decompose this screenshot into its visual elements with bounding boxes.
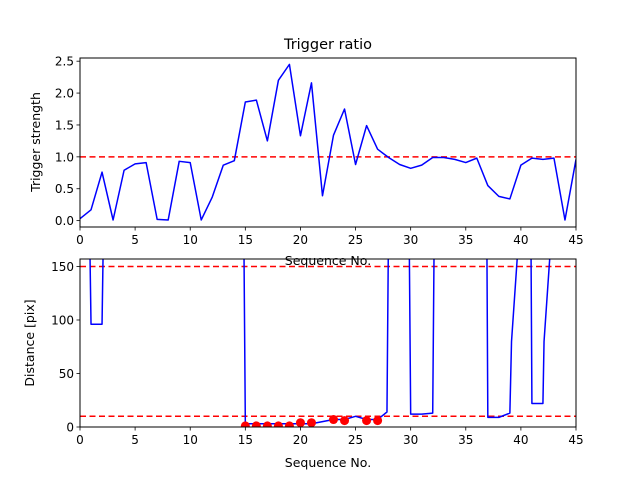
scatter-point bbox=[295, 418, 305, 427]
x-tick-label: 25 bbox=[348, 233, 363, 247]
x-tick-label: 45 bbox=[568, 233, 583, 247]
x-tick-label: 5 bbox=[131, 433, 139, 447]
x-tick-label: 20 bbox=[293, 233, 308, 247]
x-tick-label: 0 bbox=[76, 233, 84, 247]
x-tick-label: 15 bbox=[238, 433, 253, 447]
y-ticks: 0.0 0.5 1.0 1.5 2.0 2.5 bbox=[55, 55, 80, 228]
scatter-point bbox=[306, 418, 316, 427]
y-tick-label: 2.5 bbox=[55, 55, 74, 69]
x-ticks: 0 5 10 15 20 25 30 35 40 45 bbox=[76, 227, 584, 247]
x-tick-label: 5 bbox=[131, 233, 139, 247]
x-ticks: 0 5 10 15 20 25 30 35 40 45 bbox=[76, 427, 584, 447]
distance-chart: 0 5 10 15 20 25 30 35 40 45 0 50 100 150 Sequence No… bbox=[22, 258, 584, 470]
y-tick-label: 1.5 bbox=[55, 118, 74, 132]
scatter-point bbox=[240, 421, 250, 427]
scatter-point bbox=[251, 421, 261, 427]
trigger-marks bbox=[80, 63, 576, 221]
series-line bbox=[80, 63, 576, 221]
y-axis-label: Trigger strength bbox=[28, 92, 43, 193]
y-tick-label: 0.5 bbox=[55, 182, 74, 196]
y-tick-label: 50 bbox=[59, 367, 74, 381]
plot-frame bbox=[79, 57, 577, 228]
plot-frame bbox=[79, 258, 577, 428]
y-tick-label: 150 bbox=[51, 260, 74, 274]
x-tick-label: 40 bbox=[513, 233, 528, 247]
x-tick-label: 30 bbox=[403, 233, 418, 247]
y-tick-label: 1.0 bbox=[55, 150, 74, 164]
y-tick-label: 2.0 bbox=[55, 87, 74, 101]
y-tick-label: 0.0 bbox=[55, 214, 74, 228]
scatter-point bbox=[329, 415, 339, 425]
x-tick-label: 10 bbox=[183, 233, 198, 247]
x-tick-label: 10 bbox=[183, 433, 198, 447]
distance-marks bbox=[80, 259, 576, 427]
scatter-point bbox=[373, 416, 383, 426]
x-tick-label: 35 bbox=[458, 433, 473, 447]
x-tick-label: 30 bbox=[403, 433, 418, 447]
scatter-point bbox=[340, 416, 350, 426]
scatter-point bbox=[362, 416, 372, 426]
x-axis-label: Sequence No. bbox=[285, 455, 371, 470]
chart-title: Trigger ratio bbox=[283, 37, 372, 53]
scatter-point bbox=[262, 421, 272, 427]
x-tick-label: 20 bbox=[293, 433, 308, 447]
y-ticks: 0 50 100 150 bbox=[51, 260, 80, 435]
y-tick-label: 100 bbox=[51, 313, 74, 327]
x-axis-label: Sequence No. bbox=[285, 253, 371, 268]
scatter-point bbox=[284, 421, 294, 427]
trigger-ratio-chart: Trigger ratio 0 5 10 15 20 25 30 35 40 45 0.0 0.5 1… bbox=[28, 37, 584, 268]
x-tick-label: 25 bbox=[348, 433, 363, 447]
y-axis-label: Distance [pix] bbox=[22, 299, 37, 386]
x-tick-label: 15 bbox=[238, 233, 253, 247]
x-tick-label: 45 bbox=[568, 433, 583, 447]
x-tick-label: 40 bbox=[513, 433, 528, 447]
scatter-point bbox=[273, 421, 283, 427]
x-tick-label: 35 bbox=[458, 233, 473, 247]
y-tick-label: 0 bbox=[66, 421, 74, 435]
x-tick-label: 0 bbox=[76, 433, 84, 447]
